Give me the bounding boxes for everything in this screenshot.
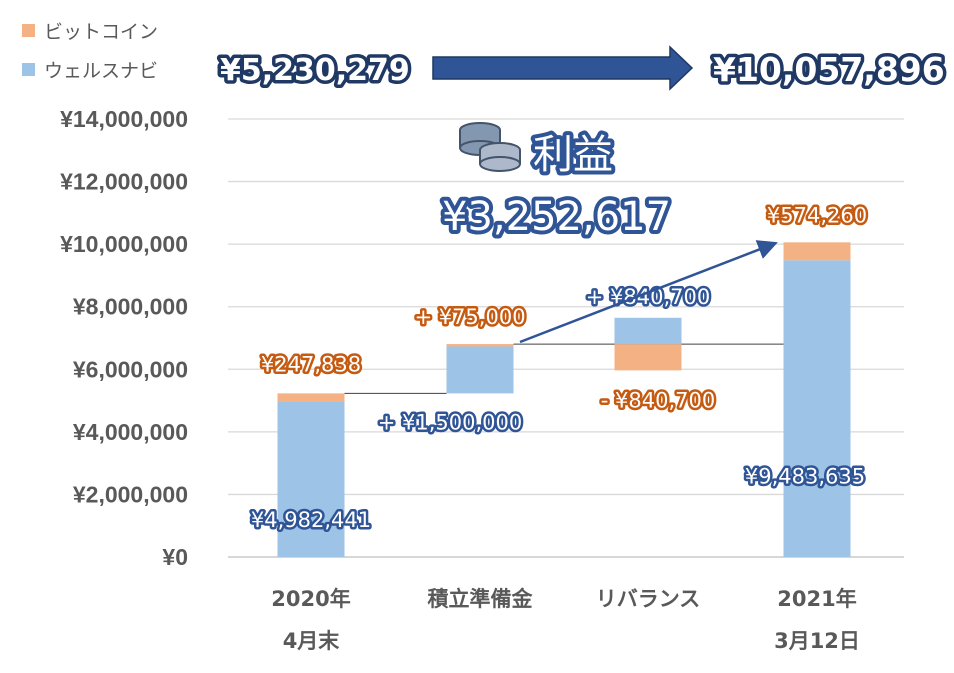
- y-tick-label: ¥10,000,000: [60, 231, 188, 257]
- y-tick-label: ¥12,000,000: [60, 169, 188, 195]
- data-label-wealthnavi: ¥9,483,635: [745, 464, 865, 488]
- x-category-label: リバランス: [596, 587, 701, 611]
- legend-label-wealthnavi: ウェルスナビ: [44, 60, 158, 82]
- data-label-bitcoin: + ¥75,000: [414, 305, 525, 329]
- y-tick-label: ¥14,000,000: [60, 106, 188, 132]
- trend-arrow-icon: [519, 240, 778, 344]
- x-category-label-line2: 3月12日: [774, 629, 860, 653]
- bar-wealthnavi: [614, 317, 682, 345]
- y-axis-ticks: ¥0 ¥2,000,000 ¥4,000,000 ¥6,000,000 ¥8,000,0…: [60, 106, 188, 570]
- legend: ビットコイン ウェルスナビ: [22, 21, 158, 82]
- data-label-bitcoin: ¥247,838: [261, 352, 361, 376]
- bar-wealthnavi: [783, 260, 851, 557]
- bar-bitcoin: [277, 393, 345, 402]
- y-tick-label: ¥6,000,000: [73, 356, 188, 382]
- data-label-wealthnavi: + ¥840,700: [586, 285, 710, 309]
- x-category-label: 2020年: [271, 587, 350, 611]
- growth-arrow-icon: [432, 45, 694, 91]
- x-category-label: 積立準備金: [428, 587, 534, 611]
- y-tick-label: ¥2,000,000: [73, 481, 188, 507]
- legend-swatch-bitcoin: [22, 24, 35, 37]
- coins-icon: [459, 122, 521, 172]
- data-label-bitcoin: - ¥840,700: [601, 388, 715, 412]
- legend-swatch-wealthnavi: [22, 63, 35, 76]
- y-tick-label: ¥8,000,000: [73, 294, 188, 320]
- legend-label-bitcoin: ビットコイン: [44, 21, 158, 43]
- bar-bitcoin: [446, 344, 514, 347]
- profit-value: ¥3,252,617: [442, 194, 671, 240]
- bar-wealthnavi: [446, 346, 514, 394]
- profit-label: 利益: [533, 132, 613, 178]
- data-label-wealthnavi: ¥4,982,441: [251, 508, 371, 532]
- bar-bitcoin: [783, 242, 851, 261]
- y-tick-label: ¥4,000,000: [73, 419, 188, 445]
- x-axis-categories: 2020年 4月末 積立準備金 リバランス 2021年 3月12日: [271, 587, 860, 653]
- end-total: ¥10,057,896: [713, 50, 945, 89]
- bars: [277, 242, 851, 557]
- start-total: ¥5,230,279: [220, 53, 410, 88]
- x-category-label-line2: 4月末: [283, 629, 341, 653]
- data-label-bitcoin: ¥574,260: [767, 203, 867, 227]
- y-tick-label: ¥0: [162, 544, 188, 570]
- x-category-label: 2021年: [777, 587, 856, 611]
- bar-wealthnavi: [277, 401, 345, 557]
- data-label-wealthnavi: + ¥1,500,000: [378, 410, 523, 434]
- data-labels: ¥4,982,441 ¥247,838 + ¥1,500,000 + ¥75,000 -…: [248, 201, 869, 535]
- bar-bitcoin: [614, 344, 682, 371]
